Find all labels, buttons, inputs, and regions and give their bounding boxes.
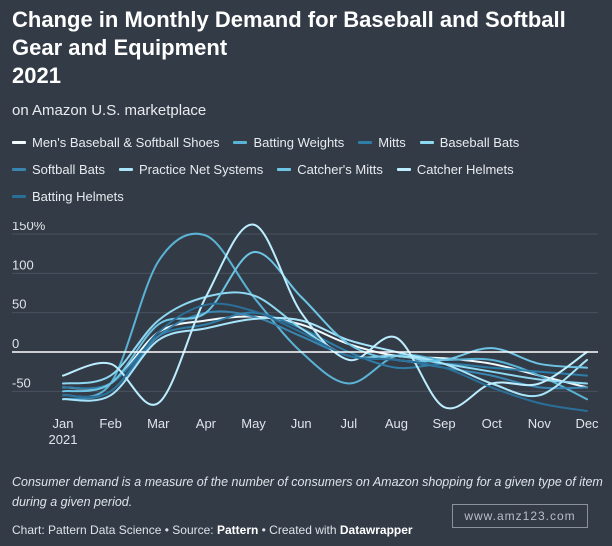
series-line-catcher-helmets: [62, 223, 588, 410]
x-tick-label-apr: Apr: [196, 416, 217, 431]
legend-label: Batting Weights: [253, 135, 345, 150]
y-tick-label: 100: [12, 257, 34, 272]
legend-item-softball-bats: Softball Bats: [12, 161, 105, 178]
legend-item-men-s-baseball-softball-shoes: Men's Baseball & Softball Shoes: [12, 134, 219, 151]
series-lines: [62, 223, 588, 412]
x-tick-label-sep: Sep: [433, 416, 456, 431]
credit-tool: Datawrapper: [339, 523, 413, 537]
footnote: Consumer demand is a measure of the numb…: [12, 475, 603, 509]
legend-label: Baseball Bats: [439, 135, 520, 150]
legend-swatch: [12, 168, 26, 171]
x-tick-label-may: May: [241, 416, 266, 431]
legend-label: Men's Baseball & Softball Shoes: [32, 135, 220, 150]
chart-title: Change in Monthly Demand for Baseball an…: [12, 6, 602, 90]
x-axis-tick-labels: Jan Feb Mar Apr May Jun Jul Aug Sep Oct Nov Dec 2021: [49, 416, 600, 447]
legend-swatch: [12, 195, 26, 198]
y-tick-label: 150%: [12, 222, 46, 233]
series-line-batting-helmets: [62, 302, 588, 412]
series-line-softball-bats: [62, 310, 588, 401]
legend-item-batting-weights: Batting Weights: [233, 134, 344, 151]
legend-item-batting-helmets: Batting Helmets: [12, 188, 124, 205]
x-tick-label-oct: Oct: [482, 416, 503, 431]
legend-item-practice-net-systems: Practice Net Systems: [119, 161, 263, 178]
series-line-batting-weights: [62, 232, 588, 401]
x-year-label: 2021: [49, 432, 78, 447]
x-tick-label-mar: Mar: [147, 416, 170, 431]
series-line-mitts: [62, 311, 588, 390]
legend-item-catcher-helmets: Catcher Helmets: [396, 161, 514, 178]
credit-mid: • Created with: [258, 523, 340, 537]
x-tick-label-nov: Nov: [528, 416, 552, 431]
legend-label: Batting Helmets: [32, 189, 124, 204]
x-tick-label-feb: Feb: [99, 416, 121, 431]
x-tick-label-aug: Aug: [385, 416, 408, 431]
legend-swatch: [12, 141, 26, 144]
title-line-2: Gear and Equipment: [12, 35, 228, 60]
line-chart: 150% 100 50 0 -50 Jan Feb Mar Apr May Jun Jul Aug Se…: [12, 222, 600, 447]
legend-label: Catcher Helmets: [416, 162, 514, 177]
legend-swatch: [419, 141, 434, 144]
legend-label: Catcher's Mitts: [297, 162, 383, 177]
credit-source: Pattern: [216, 523, 259, 537]
legend-swatch: [358, 141, 373, 144]
title-line-3: 2021: [12, 63, 61, 88]
x-tick-label-jun: Jun: [291, 416, 312, 431]
legend-swatch: [277, 168, 292, 171]
y-tick-label: 50: [12, 297, 26, 312]
chart-legend: Men's Baseball & Softball Shoes Batting W…: [12, 134, 607, 205]
legend-swatch: [233, 141, 248, 144]
series-line-men-s-baseball-softball-shoes: [62, 315, 588, 390]
x-tick-label-jul: Jul: [341, 416, 358, 431]
y-tick-label: 0: [12, 336, 19, 351]
y-axis-tick-labels: 150% 100 50 0 -50: [12, 222, 46, 390]
chart-credit: Chart: Pattern Data Science • Source: Pa…: [12, 523, 413, 537]
legend-item-mitts: Mitts: [358, 134, 406, 151]
legend-swatch: [396, 168, 411, 171]
legend-item-baseball-bats: Baseball Bats: [419, 134, 520, 151]
series-line-baseball-bats: [62, 291, 588, 385]
title-line-1: Change in Monthly Demand for Baseball an…: [12, 7, 566, 32]
watermark: www.amz123.com: [452, 504, 588, 528]
x-tick-label-jan: Jan: [53, 416, 74, 431]
credit-prefix: Chart: Pattern Data Science • Source:: [12, 523, 217, 537]
legend-label: Mitts: [378, 135, 406, 150]
legend-label: Softball Bats: [32, 162, 105, 177]
legend-label: Practice Net Systems: [139, 162, 264, 177]
x-tick-label-dec: Dec: [575, 416, 599, 431]
y-tick-label: -50: [12, 375, 31, 390]
chart-subtitle: on Amazon U.S. marketplace: [12, 102, 207, 119]
legend-swatch: [119, 168, 133, 171]
legend-item-catcher-s-mitts: Catcher's Mitts: [277, 161, 383, 178]
series-line-catcher-s-mitts: [62, 251, 588, 393]
series-line-practice-net-systems: [62, 316, 588, 402]
